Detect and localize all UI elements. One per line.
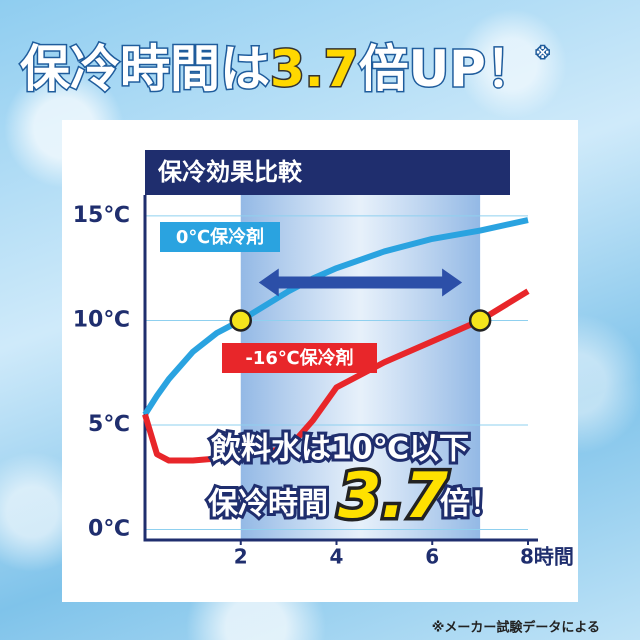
axes	[143, 195, 538, 542]
x-tick-label: 6	[425, 545, 439, 569]
x-tick-label: 8時間	[520, 545, 574, 569]
y-tick-label: 15℃	[73, 203, 130, 228]
series-line	[142, 288, 530, 464]
x-tick-label: 2	[234, 545, 248, 569]
y-tick-label: 10℃	[73, 307, 130, 332]
legend-label: 0℃保冷剤	[176, 226, 264, 248]
title-part: 倍UP！	[359, 40, 536, 98]
double-arrow	[258, 268, 463, 297]
y-tick-label: 5℃	[88, 412, 130, 437]
legend-label: -16℃保冷剤	[245, 347, 353, 369]
y-tick-label: 0℃	[88, 517, 130, 542]
annotation: 飲料水は10℃以下	[211, 432, 469, 467]
crossing-marker	[468, 309, 492, 332]
crossing-marker	[229, 309, 252, 332]
x-tick-label: 4	[330, 545, 344, 569]
annotation-number: 3.7	[338, 459, 449, 532]
title-part: 保冷時間は	[20, 40, 270, 98]
header-bar	[145, 150, 510, 195]
legend-box	[222, 343, 377, 373]
title-part: ※	[536, 46, 550, 62]
title-part: 3.7	[270, 40, 359, 98]
series-line	[142, 217, 529, 417]
footnote: ※メーカー試験データによる	[432, 620, 600, 636]
plot: 0℃ 5℃ 10℃ 15℃ 2 4 6 8時間 0℃保冷剤 -16℃保冷剤飲料水は10℃以下保冷時…	[73, 195, 574, 569]
annotation: 保冷時間	[208, 487, 328, 522]
annotation: 倍！	[440, 487, 500, 522]
chart-title: 保冷時間は3.7倍UP！※	[20, 40, 549, 98]
chart-subtitle: 保冷効果比較	[157, 158, 303, 186]
legend-box	[160, 222, 280, 252]
